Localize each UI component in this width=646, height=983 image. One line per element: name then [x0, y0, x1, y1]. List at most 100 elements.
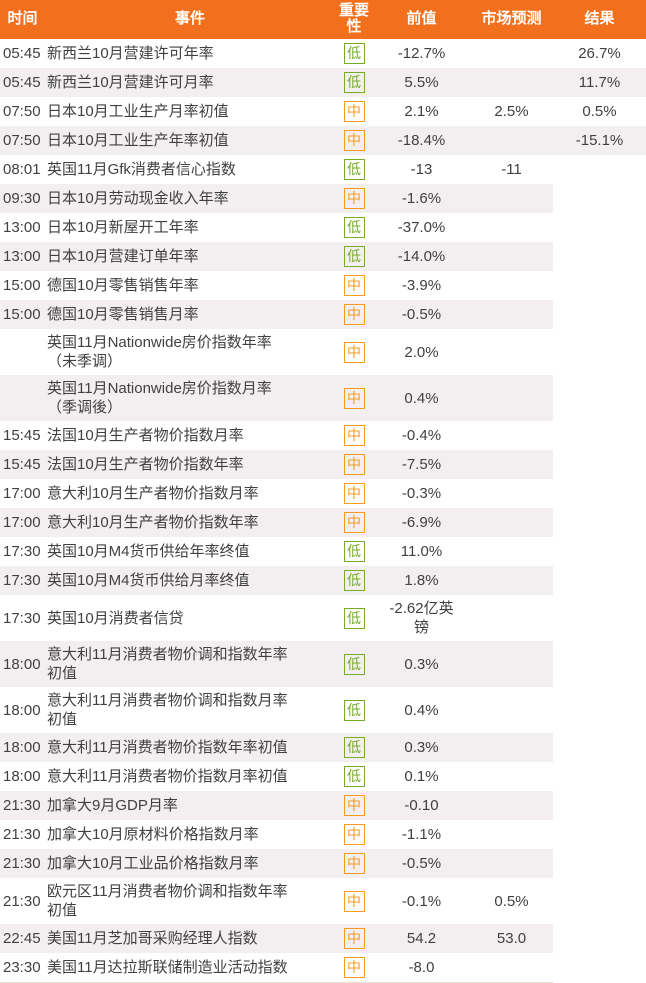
- result-value-cell: [553, 184, 646, 213]
- importance-badge: 低: [343, 159, 365, 180]
- forecast-value-cell: [470, 641, 553, 687]
- event-row: 15:45 法国10月生产者物价指数月率中 -0.4%: [0, 421, 646, 450]
- time-cell: 17:30: [0, 537, 45, 566]
- importance-badge: 中: [343, 101, 365, 122]
- previous-value-cell: -37.0%: [373, 213, 470, 242]
- time-cell: 07:50: [0, 97, 45, 126]
- forecast-value-cell: [470, 68, 553, 97]
- result-value-cell: [553, 300, 646, 329]
- previous-value-cell: -6.9%: [373, 508, 470, 537]
- forecast-value-cell: [470, 300, 553, 329]
- importance-cell: 中: [335, 953, 373, 983]
- importance-cell: 中: [335, 421, 373, 450]
- event-cell: 意大利11月消费者物价指数月率初值: [45, 762, 335, 791]
- importance-cell: 低: [335, 641, 373, 687]
- importance-cell: 低: [335, 566, 373, 595]
- event-cell: 英国10月消费者信贷: [45, 595, 335, 641]
- event-cell: 日本10月新屋开工年率: [45, 213, 335, 242]
- previous-value-cell: -1.1%: [373, 820, 470, 849]
- time-cell: [0, 375, 45, 421]
- event-row: 13:00 日本10月新屋开工年率低 -37.0%: [0, 213, 646, 242]
- forecast-value-cell: [470, 126, 553, 155]
- event-row: 05:45 新西兰10月营建许可年率低 -12.7% 26.7%: [0, 39, 646, 68]
- event-cell: 美国11月达拉斯联储制造业活动指数: [45, 953, 335, 983]
- event-row: 15:00 德国10月零售销售月率中 -0.5%: [0, 300, 646, 329]
- forecast-value-cell: [470, 375, 553, 421]
- importance-badge: 中: [343, 483, 365, 504]
- importance-cell: 中: [335, 820, 373, 849]
- importance-badge: 中: [343, 304, 365, 325]
- event-cell: 加拿大9月GDP月率: [45, 791, 335, 820]
- event-row: 07:50 日本10月工业生产年率初值中 -18.4% -15.1%: [0, 126, 646, 155]
- event-row: 17:30 英国10月消费者信贷低 -2.62亿英 镑: [0, 595, 646, 641]
- result-value-cell: 26.7%: [553, 39, 646, 68]
- importance-badge: 中: [343, 341, 365, 363]
- event-cell: 日本10月劳动现金收入年率: [45, 184, 335, 213]
- result-value-cell: [553, 641, 646, 687]
- importance-cell: 中: [335, 479, 373, 508]
- table-header: 时间 事件 重要 性 前值 市场预测 结果: [0, 0, 646, 39]
- event-cell: 英国11月Nationwide房价指数月率 （季调後）: [45, 375, 335, 421]
- result-value-cell: 11.7%: [553, 68, 646, 97]
- result-value-cell: [553, 537, 646, 566]
- column-header-previous: 前值: [373, 0, 470, 39]
- result-value-cell: [553, 849, 646, 878]
- forecast-value-cell: [470, 537, 553, 566]
- importance-cell: 低: [335, 68, 373, 97]
- importance-badge: 低: [343, 570, 365, 591]
- time-cell: 17:00: [0, 479, 45, 508]
- time-cell: 15:45: [0, 421, 45, 450]
- importance-badge: 低: [343, 217, 365, 238]
- event-cell: 日本10月营建订单年率: [45, 242, 335, 271]
- importance-cell: 中: [335, 791, 373, 820]
- event-cell: 英国10月M4货币供给年率终值: [45, 537, 335, 566]
- event-cell: 日本10月工业生产年率初值: [45, 126, 335, 155]
- importance-cell: 低: [335, 155, 373, 184]
- result-value-cell: 0.5%: [553, 97, 646, 126]
- result-value-cell: [553, 566, 646, 595]
- column-header-result: 结果: [553, 0, 646, 39]
- event-row: 英国11月Nationwide房价指数月率 （季调後） 中 0.4%: [0, 375, 646, 421]
- time-cell: 17:30: [0, 595, 45, 641]
- previous-value-cell: -7.5%: [373, 450, 470, 479]
- event-cell: 英国11月Nationwide房价指数年率 （未季调）: [45, 329, 335, 375]
- importance-cell: 低: [335, 242, 373, 271]
- time-cell: 15:00: [0, 300, 45, 329]
- forecast-value-cell: 2.5%: [470, 97, 553, 126]
- time-cell: 17:00: [0, 508, 45, 537]
- event-row: 21:30 加拿大9月GDP月率中 -0.10: [0, 791, 646, 820]
- previous-value-cell: 0.1%: [373, 762, 470, 791]
- previous-value-cell: -18.4%: [373, 126, 470, 155]
- forecast-value-cell: [470, 595, 553, 641]
- time-cell: 05:45: [0, 68, 45, 97]
- time-cell: 17:30: [0, 566, 45, 595]
- event-row: 13:00 日本10月营建订单年率低 -14.0%: [0, 242, 646, 271]
- event-cell: 加拿大10月原材料价格指数月率: [45, 820, 335, 849]
- importance-badge: 中: [343, 890, 365, 912]
- result-value-cell: [553, 595, 646, 641]
- forecast-value-cell: [470, 508, 553, 537]
- result-value-cell: [553, 762, 646, 791]
- previous-value-cell: 0.4%: [373, 687, 470, 733]
- result-value-cell: [553, 155, 646, 184]
- result-value-cell: [553, 213, 646, 242]
- event-cell: 法国10月生产者物价指数年率: [45, 450, 335, 479]
- importance-cell: 中: [335, 508, 373, 537]
- previous-value-cell: -0.5%: [373, 300, 470, 329]
- importance-cell: 低: [335, 595, 373, 641]
- event-row: 23:30 美国11月达拉斯联储制造业活动指数中 -8.0: [0, 953, 646, 983]
- importance-cell: 低: [335, 537, 373, 566]
- importance-badge: 低: [343, 246, 365, 267]
- forecast-value-cell: [470, 566, 553, 595]
- event-cell: 欧元区11月消费者物价调和指数年率 初值: [45, 878, 335, 924]
- result-value-cell: [553, 924, 646, 953]
- event-row: 21:30 加拿大10月工业品价格指数月率中 -0.5%: [0, 849, 646, 878]
- previous-value-cell: 1.8%: [373, 566, 470, 595]
- importance-cell: 中: [335, 878, 373, 924]
- event-row: 18:00 意大利11月消费者物价调和指数月率 初值低 0.4%: [0, 687, 646, 733]
- importance-cell: 中: [335, 924, 373, 953]
- time-cell: 23:30: [0, 953, 45, 983]
- previous-value-cell: 11.0%: [373, 537, 470, 566]
